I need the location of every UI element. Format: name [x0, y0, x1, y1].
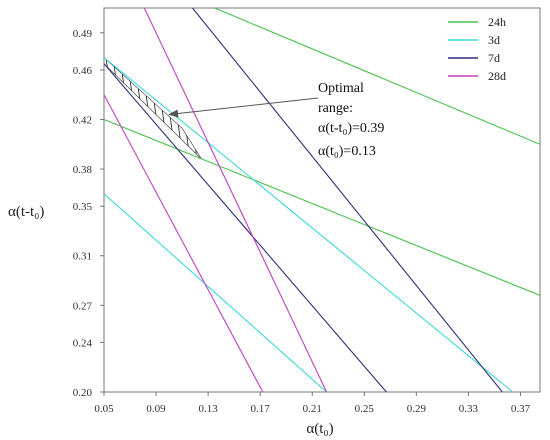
annotation-line-1: Optimal: [318, 81, 364, 96]
annotation-line-3: α(t-t₀)=0.39: [318, 121, 384, 136]
series-line-7d-2: [104, 63, 387, 392]
annotation-line-4: α(t₀)=0.13: [318, 144, 376, 159]
optimal-region: [104, 57, 202, 160]
x-tick-label: 0.21: [303, 403, 322, 415]
y-axis-title: α(t-t₀): [8, 204, 44, 220]
series-line-28d-2: [104, 94, 264, 392]
series-line-28d-1: [143, 8, 328, 392]
y-tick-label: 0.46: [73, 65, 93, 77]
series-line-3d-2: [104, 193, 327, 392]
y-tick-label: 0.20: [73, 387, 93, 399]
x-axis-title: α(t₀): [306, 421, 333, 437]
y-tick-label: 0.24: [73, 337, 93, 349]
legend: 24h 3d 7d 28d: [448, 15, 506, 83]
optimal-range-annotation: Optimal range: α(t-t₀)=0.39 α(t₀)=0.13: [168, 81, 384, 159]
legend-label-24h: 24h: [488, 15, 506, 29]
plot-area: [103, 7, 541, 393]
y-tick-label: 0.31: [73, 251, 92, 263]
annotation-line-2: range:: [318, 101, 353, 116]
y-tick-label: 0.49: [73, 28, 93, 40]
annotation-arrow: [168, 97, 319, 118]
x-tick-label: 0.09: [146, 403, 166, 415]
x-tick-label: 0.33: [459, 403, 479, 415]
series-line-24h-1: [214, 8, 540, 145]
y-tick-label: 0.42: [73, 114, 92, 126]
y-tick-label: 0.27: [73, 300, 93, 312]
legend-label-3d: 3d: [488, 33, 500, 47]
y-tick-label: 0.35: [73, 201, 93, 213]
x-tick-label: 0.37: [511, 403, 531, 415]
x-tick-label: 0.25: [355, 403, 375, 415]
legend-label-28d: 28d: [488, 69, 506, 83]
x-tick-label: 0.13: [198, 403, 218, 415]
series-line-7d-1: [192, 8, 503, 392]
y-tick-label: 0.38: [73, 164, 93, 176]
legend-label-7d: 7d: [488, 51, 500, 65]
x-tick-label: 0.17: [251, 403, 271, 415]
x-tick-label: 0.05: [94, 403, 114, 415]
x-tick-label: 0.29: [407, 403, 427, 415]
